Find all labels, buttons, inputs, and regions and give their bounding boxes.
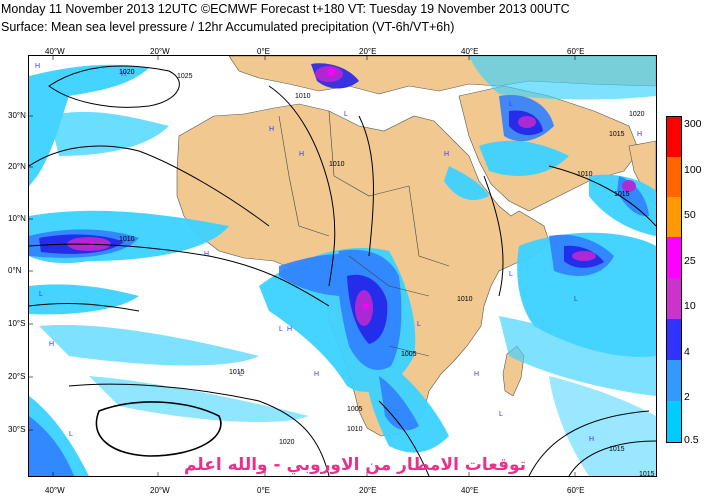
low-marker: L [499,411,503,418]
isobar-label: 1025 [177,73,193,80]
isobar-label: 1010 [295,93,311,100]
isobar-label: 1010 [329,161,345,168]
colorbar-label: 300 [684,118,702,130]
low-marker: L [417,321,421,328]
graticule-ticks [29,56,576,476]
low-marker: L [39,291,43,298]
low-marker: L [69,431,73,438]
high-marker: H [314,371,319,378]
colorbar-segment [667,319,681,360]
high-marker: H [269,126,274,133]
lon-label: 0°E [257,486,270,495]
high-marker: H [121,71,126,78]
lon-label: 20°E [359,486,377,495]
isobar-label: 1020 [119,69,135,76]
colorbar-label: 2 [684,391,690,403]
isobar-label: 1010 [347,426,363,433]
high-marker: H [474,371,479,378]
high-marker: H [49,341,54,348]
lon-label: 20°W [150,47,170,56]
lat-label: 10°N [8,214,26,223]
lat-label: 30°S [8,425,26,434]
colorbar-segment [667,197,681,237]
isobar-label: 1020 [629,111,645,118]
lon-label: 20°E [359,47,377,56]
lat-label: 0°N [8,266,22,275]
precip-colorbar [666,116,682,443]
low-marker: L [509,271,513,278]
colorbar-segment [667,117,681,157]
low-marker: L [239,371,243,378]
isobar-label: 1010 [457,296,473,303]
high-marker: H [35,63,40,70]
map-canvas: 1020 1025 1010 1010 1010 1005 1020 1015 … [29,56,656,476]
colorbar-label: 4 [684,346,690,358]
colorbar-segment [667,237,681,278]
high-marker: H [637,131,642,138]
chart-header: Monday 11 November 2013 12UTC ©ECMWF For… [0,0,710,36]
high-marker: H [444,151,449,158]
colorbar-label: 10 [684,300,696,312]
lat-label: 10°S [8,319,26,328]
colorbar-label: 25 [684,255,696,267]
low-marker: L [279,326,283,333]
high-marker: H [299,151,304,158]
isobars [29,65,656,476]
colorbar-segment [667,157,681,197]
lon-label: 40°E [461,486,479,495]
colorbar-label: 0.5 [684,434,699,446]
low-marker: L [344,111,348,118]
lon-label: 0°E [257,47,270,56]
isobar-label: 1020 [279,439,295,446]
lon-label: 20°W [150,486,170,495]
isobar-label: 1010 [119,236,135,243]
colorbar-label: 100 [684,164,702,176]
isobar-label: 1015 [639,471,655,476]
high-marker: H [589,436,594,443]
lat-label: 30°N [8,111,26,120]
colorbar-segment [667,360,681,401]
lon-label: 60°E [567,47,585,56]
forecast-map[interactable]: 1020 1025 1010 1010 1010 1005 1020 1015 … [28,55,657,477]
lon-label: 60°E [567,486,585,495]
header-line-2: Surface: Mean sea level pressure / 12hr … [1,20,455,34]
lat-label: 20°N [8,162,26,171]
isobar-label: 1005 [347,406,363,413]
lon-label: 40°E [461,47,479,56]
isobar-label: 1005 [401,351,417,358]
arabic-watermark: توقعات الامطار من الاوروبي - والله اعلم [183,455,527,475]
header-line-1: Monday 11 November 2013 12UTC ©ECMWF For… [1,2,570,16]
pressure-markers: H H H H H H H H H H H H L L L L L L L L … [35,63,642,443]
isobar-label: 1010 [577,171,593,178]
isobar-label: 1015 [229,369,245,376]
high-marker: H [204,251,209,258]
high-marker: H [287,326,292,333]
low-marker: L [509,101,513,108]
colorbar-segment [667,278,681,319]
precip-extreme [88,68,369,309]
low-marker: L [574,296,578,303]
isobar-label: 1015 [609,446,625,453]
isobar-label: 1015 [609,131,625,138]
isobar-labels: 1020 1025 1010 1010 1010 1005 1020 1015 … [119,69,655,476]
colorbar-segment [667,401,681,442]
isobar-label: 1015 [614,191,630,198]
lon-label: 40°W [45,486,65,495]
lon-label: 40°W [45,47,65,56]
country-borders [278,110,450,357]
colorbar-label: 50 [684,209,696,221]
lat-label: 20°S [8,372,26,381]
